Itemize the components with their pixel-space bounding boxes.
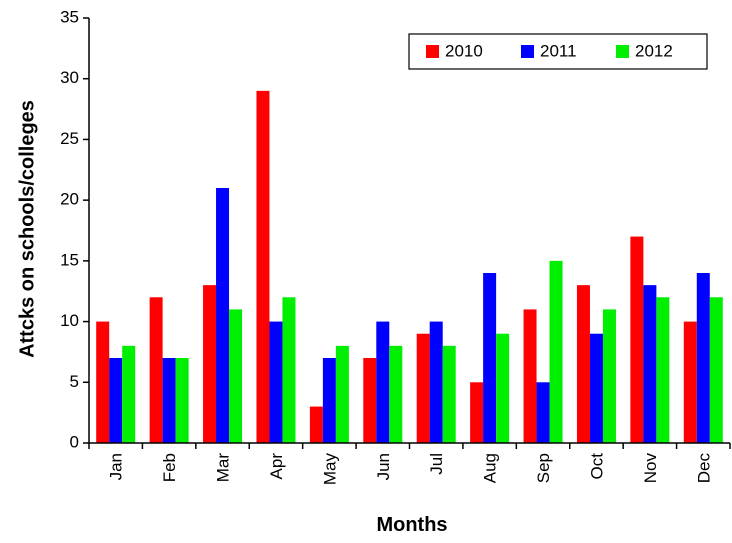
bar-2010-jan [96,321,110,443]
legend-swatch-2012 [616,45,629,58]
bar-2012-jul [442,345,456,443]
legend-box [408,33,708,70]
x-tick-label: Nov [641,453,660,484]
bar-2011-oct [589,333,603,443]
bar-2012-jan [122,345,136,443]
y-tick-label: 35 [60,7,79,26]
bar-2010-mar [203,285,217,443]
bar-2012-sep [549,260,563,443]
bar-2012-oct [602,309,616,443]
x-tick-label: Sep [534,453,553,483]
x-tick-label: Jul [427,453,446,475]
x-tick-label: Mar [214,453,233,483]
bar-2011-jun [376,321,390,443]
bar-2010-aug [470,382,484,443]
x-tick-label: Dec [694,453,713,484]
bar-2012-jun [389,345,403,443]
y-tick-label: 20 [60,190,79,209]
bar-2012-mar [229,309,243,443]
bar-2011-jan [109,358,123,443]
legend-label-2010: 2010 [445,41,483,60]
bar-2010-sep [523,309,537,443]
bar-2010-jul [416,333,430,443]
bar-2010-nov [630,236,644,443]
bar-2011-jul [429,321,443,443]
y-tick-label: 15 [60,250,79,269]
bar-2010-apr [256,90,270,443]
bar-2010-feb [149,297,163,443]
bar-2011-may [322,358,336,443]
y-tick-label: 10 [60,311,79,330]
bar-2011-sep [536,382,550,443]
y-axis: 0 5 10 15 20 25 30 35 [60,7,89,451]
bar-2010-may [309,406,323,443]
x-tick-label: Aug [481,453,500,483]
bar-2012-apr [282,297,296,443]
bar-2012-dec [709,297,723,443]
x-axis: Jan Feb Mar Apr May Jun Jul Aug Sep Oct Nov Dec [88,443,731,486]
legend: 2010 2011 2012 [408,33,708,70]
y-tick-label: 5 [70,372,79,391]
y-tick-label: 0 [70,432,79,451]
x-tick-label: Oct [587,453,606,480]
legend-swatch-2011 [521,45,534,58]
x-axis-title: Months [376,514,447,536]
bars-group [96,90,723,443]
legend-label-2012: 2012 [635,41,673,60]
bar-2012-nov [656,297,670,443]
bar-2010-oct [576,285,590,443]
legend-swatch-2010 [426,45,439,58]
x-tick-label: Feb [160,453,179,482]
bar-2011-nov [643,285,657,443]
x-tick-label: Jun [374,453,393,480]
x-tick-label: Apr [267,453,286,480]
y-tick-label: 25 [60,129,79,148]
bar-2011-aug [483,273,497,443]
bar-2011-dec [696,273,710,443]
bar-2011-apr [269,321,283,443]
bar-2010-jun [363,358,377,443]
bar-2010-dec [683,321,697,443]
bar-2011-feb [162,358,176,443]
x-tick-label: Jan [107,453,126,480]
y-axis-title: Attcks on schools/colleges [16,100,38,358]
y-tick-label: 30 [60,68,79,87]
legend-label-2011: 2011 [540,41,577,60]
x-tick-label: May [320,453,339,486]
bar-2012-may [335,345,349,443]
bar-2012-feb [175,358,189,443]
bar-2012-aug [496,333,510,443]
bar-2011-mar [216,188,230,443]
